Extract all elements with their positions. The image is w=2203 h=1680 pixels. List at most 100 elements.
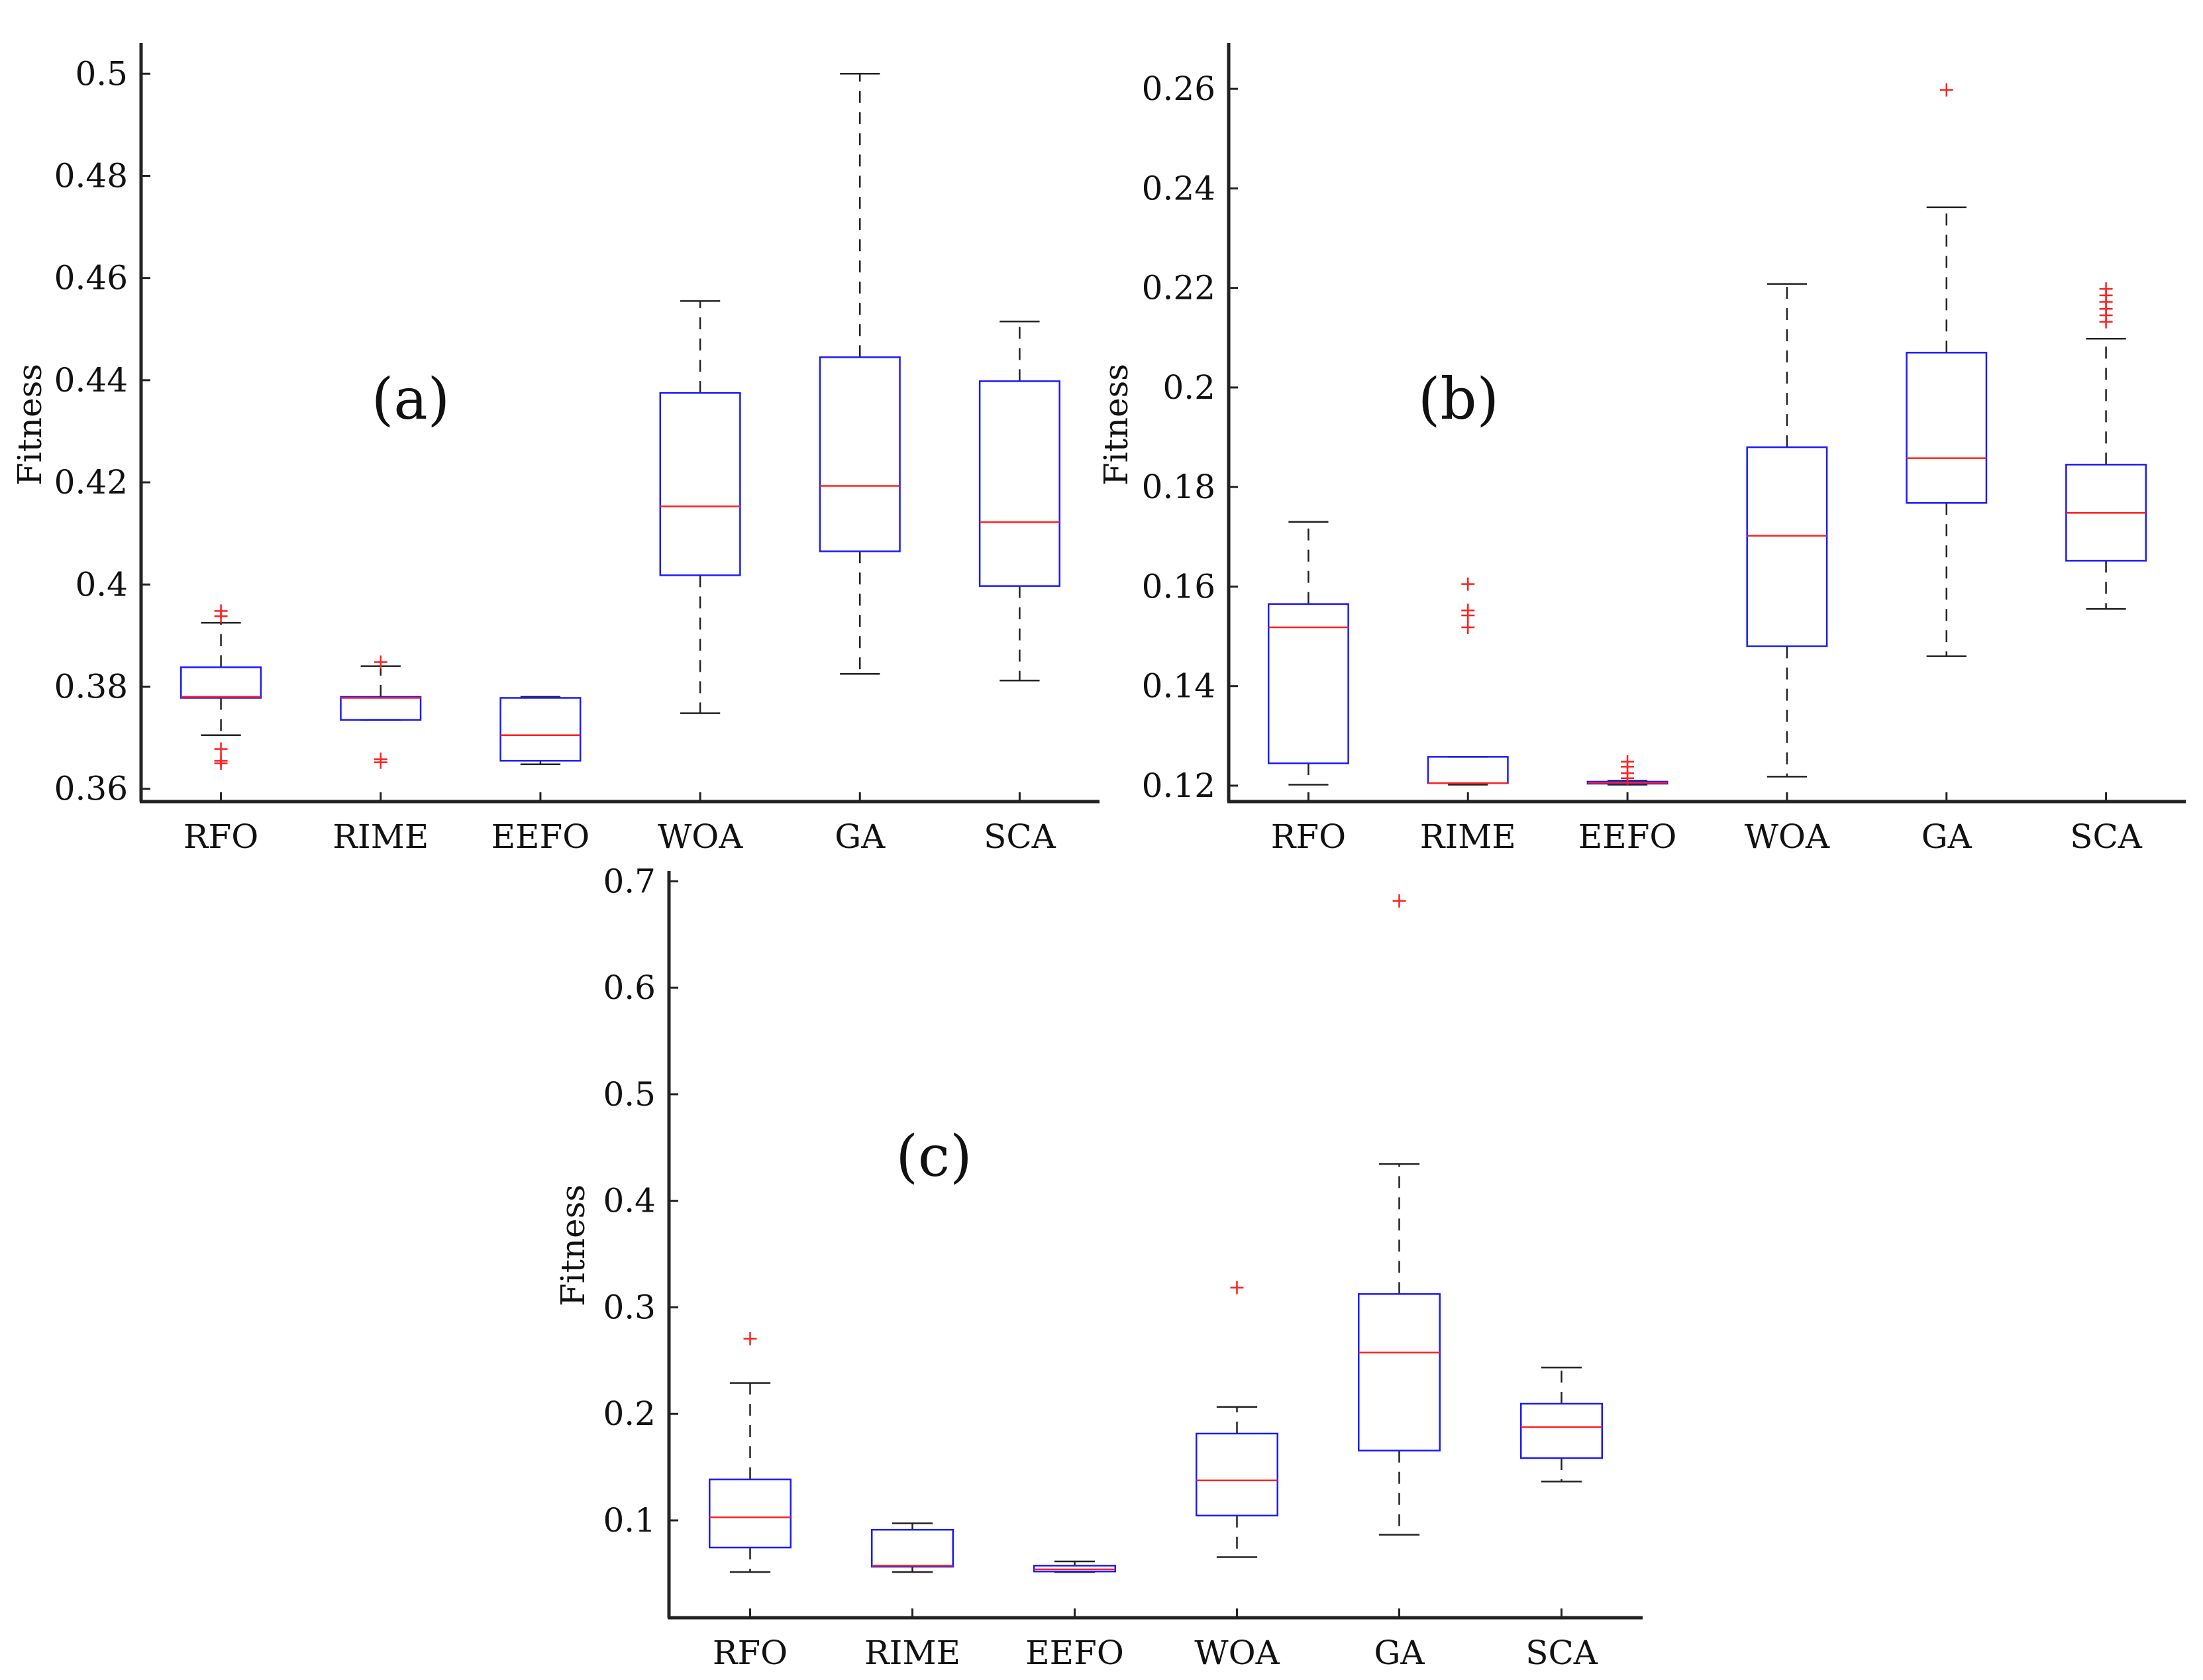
iqr-box [1196, 1432, 1278, 1517]
y-tick-label: 0.2 [1162, 368, 1215, 407]
category-label-rime: RIME [333, 817, 429, 856]
panel-a: (a) Fitness 0.360.380.40.420.440.460.480… [11, 43, 1100, 856]
box-eefo [499, 696, 582, 765]
category-label-ga: GA [1921, 817, 1972, 856]
panel-b-plot: 0.12 0.14 0.16 0.18 0.2 0.22 0.24 0.26 RFO RIME EE… [1142, 43, 2186, 856]
outlier-marker [2099, 315, 2113, 329]
category-label-eefo: EEFO [1025, 1634, 1124, 1672]
category-label-ga: GA [835, 817, 886, 856]
outlier-marker [214, 609, 228, 623]
panel-c-ylabel: Fitness [554, 1184, 592, 1306]
y-tick-label: 0.42 [54, 463, 128, 501]
panel-b-label: (b) [1418, 366, 1499, 433]
y-tick-label: 0.12 [1142, 766, 1215, 805]
y-tick-label: 0.14 [1142, 667, 1215, 706]
y-tick-label: 0.36 [54, 770, 128, 808]
outlier-marker [1939, 83, 1953, 97]
iqr-box [340, 696, 422, 721]
category-label-woa: WOA [1745, 817, 1830, 856]
y-tick-label: 0.38 [54, 668, 128, 706]
panel-b-ylabel: Fitness [1097, 364, 1135, 486]
box-rime [340, 655, 422, 769]
panel-a-plot: 0.36 0.38 0.4 0.42 0.44 0.46 0.48 0.5 RFO RIME EEF… [54, 43, 1100, 856]
box-rfo [1267, 521, 1349, 786]
panel-a-ylabel: Fitness [11, 364, 49, 486]
outlier-marker [1461, 609, 1475, 623]
category-label-sca: SCA [2070, 817, 2143, 856]
box-sca [2065, 282, 2147, 610]
iqr-box [1427, 756, 1509, 784]
box-sca [1520, 1367, 1603, 1483]
y-tick-label: 0.2 [603, 1394, 656, 1433]
category-label-sca: SCA [1525, 1634, 1598, 1672]
panel-c: (c) Fitness 0.1 0.2 0.3 0.4 0.5 0.6 0.7 RFO RIME… [554, 862, 1643, 1672]
iqr-box [1267, 603, 1349, 764]
y-tick-label: 0.22 [1142, 269, 1215, 307]
outlier-marker [1621, 771, 1635, 785]
y-tick-label: 0.1 [603, 1501, 656, 1540]
box-ga [819, 73, 901, 675]
iqr-box [180, 666, 262, 699]
outlier-marker [1461, 577, 1475, 591]
category-label-woa: WOA [658, 817, 743, 856]
box-sca [978, 320, 1060, 682]
box-ga [1906, 83, 1988, 657]
box-rime [871, 1522, 954, 1573]
y-tick-label: 0.44 [54, 361, 128, 399]
iqr-box [819, 356, 901, 552]
y-tick-label: 0.46 [54, 259, 128, 297]
panel-c-plot: 0.1 0.2 0.3 0.4 0.5 0.6 0.7 RFO RIME EEFO WOA GA SCA [603, 862, 1643, 1672]
category-label-ga: GA [1374, 1634, 1425, 1672]
outlier-marker [374, 755, 387, 769]
y-tick-label: 0.6 [603, 969, 656, 1007]
iqr-box [1906, 352, 1988, 504]
y-tick-label: 0.7 [603, 862, 656, 900]
box-rime [1427, 577, 1509, 786]
outlier-marker [374, 655, 387, 669]
panel-c-label: (c) [896, 1124, 972, 1190]
iqr-box [1358, 1293, 1441, 1451]
box-woa [659, 300, 741, 714]
outlier-marker [1461, 621, 1475, 635]
box-woa [1746, 283, 1828, 778]
panel-b: (b) Fitness 0.120.140.160.180.20.220.240… [1097, 43, 2186, 856]
box-ga [1358, 894, 1441, 1536]
y-tick-label: 0.4 [603, 1182, 656, 1220]
iqr-box [709, 1478, 792, 1549]
y-tick-label: 0.16 [1142, 567, 1215, 605]
y-tick-label: 0.5 [75, 54, 128, 93]
y-tick-label: 0.3 [603, 1288, 656, 1326]
category-label-rfo: RFO [713, 1634, 788, 1672]
iqr-box [659, 392, 741, 576]
box-rfo [180, 604, 262, 770]
outlier-marker [743, 1332, 757, 1345]
y-tick-label: 0.18 [1142, 468, 1215, 506]
box-eefo [1033, 1560, 1116, 1573]
iqr-box [871, 1528, 954, 1568]
iqr-box [499, 697, 582, 762]
category-label-rfo: RFO [183, 817, 258, 856]
iqr-box [978, 380, 1060, 587]
category-label-eefo: EEFO [1578, 817, 1677, 856]
y-tick-label: 0.4 [75, 565, 128, 604]
outlier-marker [1392, 894, 1406, 908]
panel-a-label: (a) [372, 366, 450, 433]
category-label-eefo: EEFO [491, 817, 590, 856]
category-label-rime: RIME [1420, 817, 1516, 856]
y-tick-label: 0.5 [603, 1075, 656, 1114]
y-tick-label: 0.26 [1142, 70, 1215, 108]
box-woa [1196, 1281, 1278, 1558]
category-label-rime: RIME [864, 1634, 960, 1672]
category-label-sca: SCA [984, 817, 1056, 856]
outlier-marker [1230, 1281, 1244, 1294]
outlier-marker [214, 757, 228, 770]
box-eefo [1586, 755, 1668, 786]
category-label-rfo: RFO [1271, 817, 1346, 856]
box-rfo [709, 1332, 792, 1573]
y-tick-label: 0.48 [54, 156, 128, 195]
outlier-marker [214, 742, 228, 756]
category-label-woa: WOA [1194, 1634, 1280, 1672]
y-tick-label: 0.24 [1142, 169, 1215, 207]
iqr-box [1520, 1402, 1603, 1459]
